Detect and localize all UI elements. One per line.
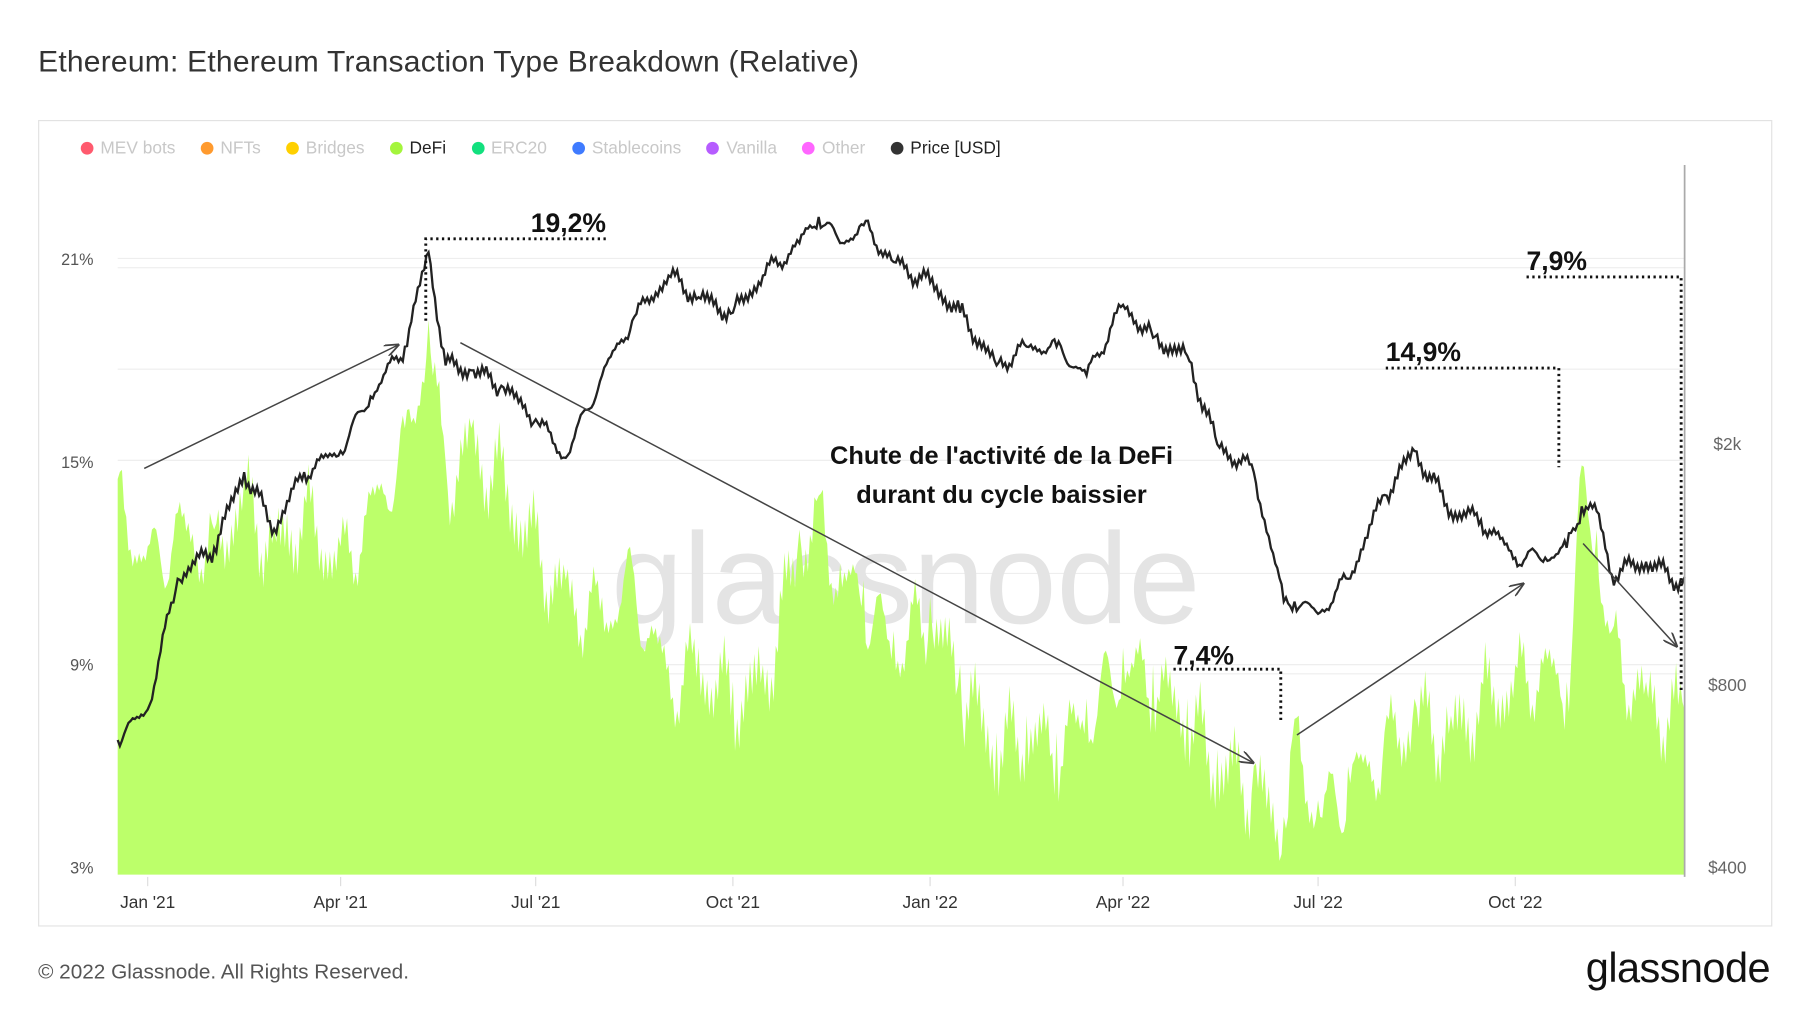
legend-dot-icon bbox=[572, 141, 585, 155]
x-tick-label: Jan '22 bbox=[902, 892, 957, 912]
legend: MEV bots NFTs Bridges DeFi ERC20 Stablecoins V… bbox=[80, 138, 1026, 159]
uptrend-arrow-2022 bbox=[1296, 584, 1523, 736]
copyright-footer: © 2022 Glassnode. All Rights Reserved. bbox=[38, 960, 409, 984]
label-latest: 7,9% bbox=[1527, 246, 1587, 276]
legend-label: Other bbox=[822, 138, 866, 159]
legend-item-defi[interactable]: DeFi bbox=[389, 138, 447, 159]
x-tick-label: Jan '21 bbox=[120, 892, 175, 912]
legend-dot-icon bbox=[890, 141, 904, 155]
annotations: 19,2% 7,4% 14,9% 7,9% Chute de l'activit… bbox=[143, 208, 1683, 763]
legend-dot-icon bbox=[200, 141, 214, 155]
uptrend-arrow-2021 bbox=[143, 345, 398, 470]
annotation-text-line2: durant du cycle baissier bbox=[856, 481, 1147, 509]
legend-item-erc20[interactable]: ERC20 bbox=[471, 138, 547, 159]
legend-label: Vanilla bbox=[726, 138, 778, 159]
legend-dot-icon bbox=[80, 141, 94, 155]
legend-dot-icon bbox=[286, 141, 299, 155]
x-tick-label: Jul '21 bbox=[511, 892, 560, 912]
downtrend-arrow bbox=[460, 342, 1253, 763]
peak-oct-2022-dotted-line bbox=[1385, 366, 1561, 468]
legend-item-mev-bots[interactable]: MEV bots bbox=[80, 138, 176, 159]
legend-label: DeFi bbox=[409, 138, 447, 159]
legend-item-vanilla[interactable]: Vanilla bbox=[706, 138, 778, 159]
label-low-2022: 7,4% bbox=[1173, 641, 1233, 671]
x-tick-label: Apr '22 bbox=[1096, 892, 1150, 912]
legend-item-stablecoins[interactable]: Stablecoins bbox=[572, 138, 681, 158]
legend-label: Stablecoins bbox=[591, 138, 682, 159]
annotation-text-line1: Chute de l'activité de la DeFi bbox=[830, 442, 1173, 470]
legend-item-nfts[interactable]: NFTs bbox=[200, 138, 261, 159]
legend-label: MEV bots bbox=[100, 138, 176, 159]
legend-label: NFTs bbox=[220, 138, 261, 159]
legend-dot-icon bbox=[802, 141, 816, 155]
legend-label: ERC20 bbox=[491, 138, 547, 159]
label-peak-oct-2022: 14,9% bbox=[1386, 337, 1461, 367]
y-right-tick-label: $800 bbox=[1708, 675, 1746, 695]
x-tick-label: Jul '22 bbox=[1293, 892, 1342, 912]
legend-item-bridges[interactable]: Bridges bbox=[286, 138, 364, 158]
page-title: Ethereum: Ethereum Transaction Type Brea… bbox=[38, 43, 860, 79]
legend-item-other[interactable]: Other bbox=[802, 138, 865, 158]
defi-area bbox=[117, 319, 1685, 875]
legend-item-price-usd[interactable]: Price [USD] bbox=[890, 138, 1001, 159]
x-tick-label: Oct '21 bbox=[706, 892, 760, 912]
legend-dot-icon bbox=[471, 141, 485, 155]
legend-label: Bridges bbox=[305, 138, 365, 159]
y-left-tick-label: 3% bbox=[70, 859, 93, 877]
label-peak-2021: 19,2% bbox=[531, 208, 606, 238]
low-2022-dotted-line bbox=[1173, 667, 1283, 722]
y-axis-left: 3% 9% 15% 21% bbox=[61, 251, 93, 878]
peak-2021-dotted-line bbox=[424, 237, 606, 321]
legend-label: Price [USD] bbox=[910, 138, 1001, 159]
x-tick-label: Oct '22 bbox=[1488, 892, 1542, 912]
y-axis-right: $400 $800 $2k bbox=[1708, 434, 1746, 877]
chart-frame bbox=[38, 120, 1773, 927]
legend-dot-icon bbox=[389, 141, 403, 155]
y-left-tick-label: 21% bbox=[61, 251, 93, 269]
y-right-tick-label: $2k bbox=[1713, 434, 1741, 454]
y-left-tick-label: 15% bbox=[61, 454, 93, 472]
price-line bbox=[116, 216, 1686, 750]
legend-dot-icon bbox=[706, 141, 720, 155]
x-axis: Jan '21 Apr '21 Jul '21 Oct '21 Jan '22 Apr '… bbox=[120, 876, 1542, 912]
recent-drop-arrow bbox=[1582, 542, 1676, 646]
y-left-tick-label: 9% bbox=[70, 657, 93, 675]
y-right-tick-label: $400 bbox=[1708, 857, 1746, 877]
glassnode-logo[interactable]: glassnode bbox=[1585, 943, 1771, 992]
x-tick-label: Apr '21 bbox=[313, 892, 367, 912]
